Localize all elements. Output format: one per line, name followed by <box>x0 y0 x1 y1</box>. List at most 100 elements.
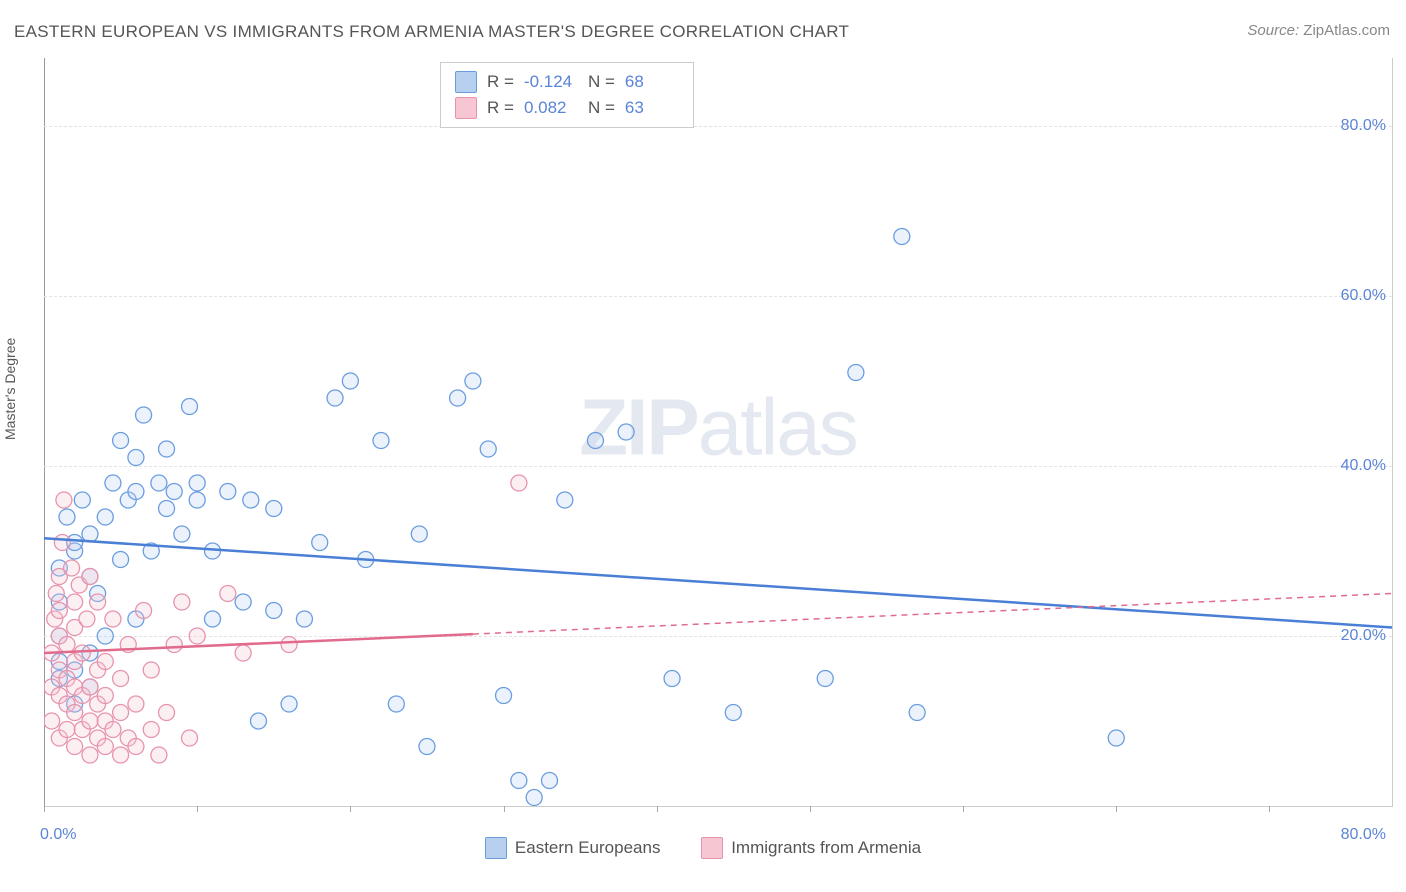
scatter-point <box>113 552 129 568</box>
scatter-point <box>54 535 70 551</box>
scatter-point <box>250 713 266 729</box>
x-tick-30 <box>504 806 505 812</box>
scatter-point <box>817 671 833 687</box>
stats-swatch-0 <box>455 71 477 93</box>
scatter-point <box>189 628 205 644</box>
x-tick-0 <box>44 806 45 812</box>
scatter-point <box>587 433 603 449</box>
stats-r-value-1: 0.082 <box>524 98 578 118</box>
chart-title: EASTERN EUROPEAN VS IMMIGRANTS FROM ARME… <box>14 22 849 42</box>
scatter-point <box>113 433 129 449</box>
scatter-point <box>542 773 558 789</box>
scatter-point <box>82 713 98 729</box>
x-tick-20 <box>350 806 351 812</box>
stats-r-label-0: R = <box>487 72 514 92</box>
x-tick-10 <box>197 806 198 812</box>
scatter-point <box>174 594 190 610</box>
scatter-point <box>44 713 60 729</box>
legend-swatch-0 <box>485 837 507 859</box>
scatter-point <box>205 611 221 627</box>
scatter-point <box>67 739 83 755</box>
scatter-point <box>151 475 167 491</box>
stats-n-label-1: N = <box>588 98 615 118</box>
scatter-point <box>220 586 236 602</box>
scatter-point <box>136 407 152 423</box>
scatter-point <box>59 637 75 653</box>
scatter-point <box>82 526 98 542</box>
scatter-point <box>1108 730 1124 746</box>
scatter-point <box>189 475 205 491</box>
scatter-point <box>113 705 129 721</box>
source-attribution: Source: ZipAtlas.com <box>1247 22 1390 39</box>
scatter-point <box>105 611 121 627</box>
x-tick-50 <box>810 806 811 812</box>
legend-item-0: Eastern Europeans <box>485 837 661 859</box>
scatter-point <box>296 611 312 627</box>
scatter-point <box>235 645 251 661</box>
legend: Eastern Europeans Immigrants from Armeni… <box>0 837 1406 864</box>
scatter-point <box>511 475 527 491</box>
scatter-point <box>312 535 328 551</box>
scatter-point <box>151 747 167 763</box>
scatter-point <box>725 705 741 721</box>
scatter-point <box>48 586 64 602</box>
stats-row-1: R = 0.082 N = 63 <box>455 95 679 121</box>
trend-line-dashed <box>473 594 1392 635</box>
scatter-point <box>143 662 159 678</box>
stats-n-value-0: 68 <box>625 72 679 92</box>
scatter-point <box>79 611 95 627</box>
stats-box: R = -0.124 N = 68 R = 0.082 N = 63 <box>440 62 694 128</box>
legend-item-1: Immigrants from Armenia <box>701 837 921 859</box>
scatter-point <box>105 475 121 491</box>
trend-line-solid <box>44 538 1392 627</box>
x-tick-40 <box>657 806 658 812</box>
stats-n-label-0: N = <box>588 72 615 92</box>
scatter-point <box>281 637 297 653</box>
scatter-point <box>59 722 75 738</box>
scatter-point <box>235 594 251 610</box>
scatter-point <box>411 526 427 542</box>
scatter-point <box>266 603 282 619</box>
scatter-point <box>97 509 113 525</box>
scatter-point <box>159 441 175 457</box>
scatter-point <box>174 526 190 542</box>
legend-label-1: Immigrants from Armenia <box>731 838 921 858</box>
scatter-point <box>128 739 144 755</box>
scatter-point <box>67 594 83 610</box>
scatter-point <box>526 790 542 806</box>
x-tick-60 <box>963 806 964 812</box>
scatter-point <box>327 390 343 406</box>
y-axis-title: Master's Degree <box>2 338 18 440</box>
scatter-point <box>143 722 159 738</box>
scatter-point <box>82 569 98 585</box>
scatter-point <box>419 739 435 755</box>
scatter-point <box>182 730 198 746</box>
scatter-point <box>51 603 67 619</box>
scatter-point <box>97 739 113 755</box>
scatter-point <box>74 645 90 661</box>
x-start-label: 0.0% <box>40 826 76 844</box>
x-tick-70 <box>1116 806 1117 812</box>
stats-row-0: R = -0.124 N = 68 <box>455 69 679 95</box>
legend-label-0: Eastern Europeans <box>515 838 661 858</box>
scatter-point <box>97 654 113 670</box>
scatter-point <box>266 501 282 517</box>
scatter-point <box>189 492 205 508</box>
scatter-point <box>909 705 925 721</box>
scatter-point <box>64 560 80 576</box>
scatter-point <box>511 773 527 789</box>
source-value: ZipAtlas.com <box>1303 22 1390 39</box>
scatter-point <box>59 509 75 525</box>
scatter-point <box>243 492 259 508</box>
scatter-point <box>166 484 182 500</box>
legend-swatch-1 <box>701 837 723 859</box>
scatter-point <box>496 688 512 704</box>
scatter-point <box>74 492 90 508</box>
stats-r-label-1: R = <box>487 98 514 118</box>
scatter-point <box>664 671 680 687</box>
stats-n-value-1: 63 <box>625 98 679 118</box>
scatter-point <box>281 696 297 712</box>
scatter-point <box>128 696 144 712</box>
scatter-point <box>105 722 121 738</box>
scatter-point <box>618 424 634 440</box>
